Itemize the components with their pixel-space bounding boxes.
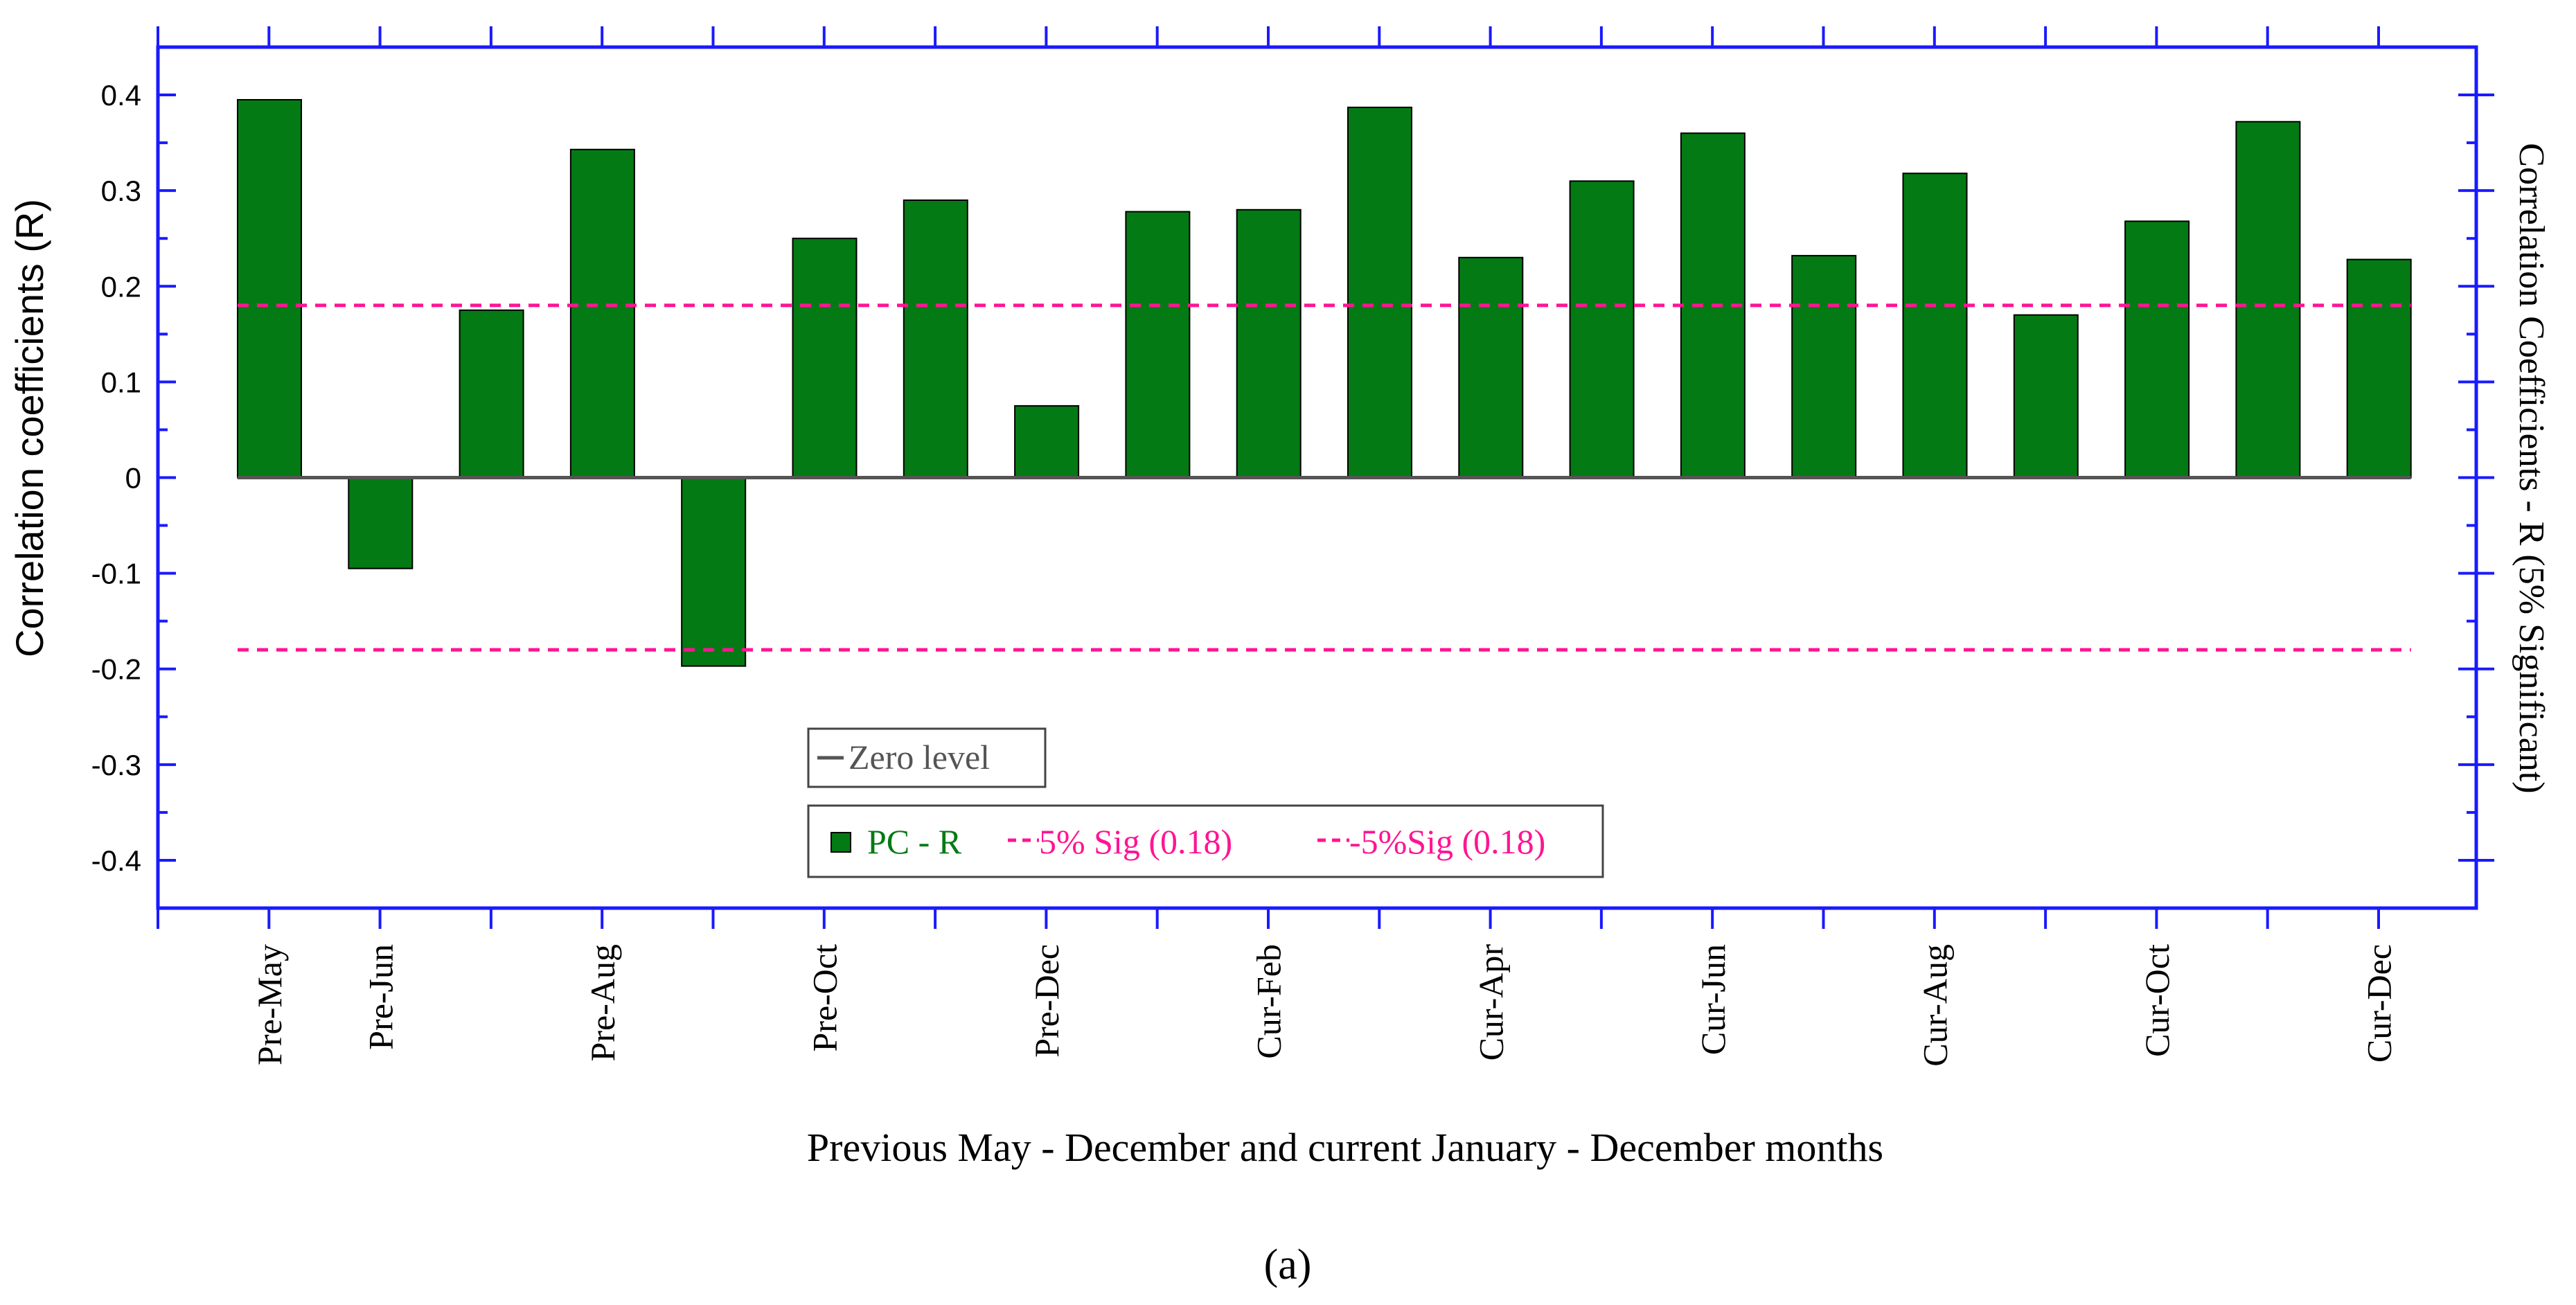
bar-pre-oct (792, 238, 858, 479)
bar-pre-jul (459, 309, 524, 479)
legend-sig-label: 5% Sig (0.18) (1039, 822, 1232, 861)
x-tick-label: Pre-Dec (1027, 944, 1066, 1058)
y-tick-label: 0.3 (101, 175, 141, 207)
y-tick-label: -0.1 (91, 558, 141, 590)
bar-cur-may (1569, 180, 1635, 479)
x-tick-label: Pre-May (250, 944, 289, 1065)
legend-zero-box (807, 727, 1047, 788)
bar-pre-sep (681, 477, 747, 667)
figure-caption: (a) (1264, 1241, 1312, 1288)
y-tick-label: 0.2 (101, 270, 141, 303)
x-tick-label: Cur-Feb (1250, 944, 1288, 1059)
bar-cur-jul (1791, 255, 1857, 479)
bar-pre-jun (348, 477, 414, 569)
bar-cur-dec (2346, 258, 2412, 479)
y-tick-label: 0 (125, 462, 141, 495)
x-tick-label: Pre-Aug (583, 944, 622, 1061)
x-tick-label: Cur-Jun (1694, 944, 1732, 1055)
reference-lines-layer (238, 303, 2411, 652)
bar-pre-may (237, 99, 302, 479)
legend-series: PC - R 5% Sig (0.18) -5%Sig (0.18) (807, 804, 1604, 878)
legend-bar-swatch (830, 832, 851, 853)
y-axis-title: Correlation coefficients (R) (8, 199, 51, 657)
bar-cur-mar (1347, 107, 1412, 479)
legend-series-box (807, 804, 1604, 878)
right-axis-title: Correlation Coefficients - R (5% Signifi… (2512, 143, 2551, 793)
y-tick-label: 0.4 (101, 79, 141, 112)
x-tick-label: Cur-Apr (1471, 944, 1510, 1061)
x-tick-label: Cur-Oct (2138, 944, 2176, 1057)
bar-cur-apr (1458, 256, 1524, 479)
bar-cur-feb (1236, 208, 1302, 479)
x-axis-ticks: Pre-May Pre-Jun Pre-Aug Pre-Oct Pre-Dec Cur-F… (157, 26, 2399, 1067)
y-tick-label: -0.2 (91, 653, 141, 686)
bar-cur-oct (2124, 220, 2190, 479)
bar-cur-aug (1902, 172, 1968, 479)
bar-cur-jan (1125, 211, 1191, 479)
legend-zero-label: Zero level (849, 738, 990, 776)
bar-cur-sep (2013, 314, 2079, 479)
x-tick-label: Cur-Dec (2360, 944, 2399, 1063)
x-tick-label: Pre-Jun (361, 944, 400, 1050)
y-axis-ticks: -0.4 -0.3 -0.2 -0.1 0 0.1 0.2 0.3 0.4 (91, 79, 2494, 877)
bar-cur-nov (2235, 121, 2301, 479)
bar-pre-dec (1014, 405, 1080, 479)
y-tick-label: -0.3 (91, 749, 141, 781)
x-tick-label: Pre-Oct (806, 944, 844, 1052)
legend-neg-sig-label: -5%Sig (0.18) (1349, 822, 1545, 861)
y-tick-label: 0.1 (101, 366, 141, 398)
y-tick-label: -0.4 (91, 844, 141, 877)
x-tick-label: Cur-Aug (1916, 944, 1955, 1067)
bar-pre-nov (903, 199, 968, 479)
bars-layer (237, 99, 2412, 667)
bar-pre-aug (569, 148, 635, 479)
x-axis-title: Previous May - December and current Janu… (807, 1125, 1883, 1170)
legend-zero-level: Zero level (807, 727, 1047, 788)
legend-pc-r-label: PC - R (867, 822, 962, 861)
